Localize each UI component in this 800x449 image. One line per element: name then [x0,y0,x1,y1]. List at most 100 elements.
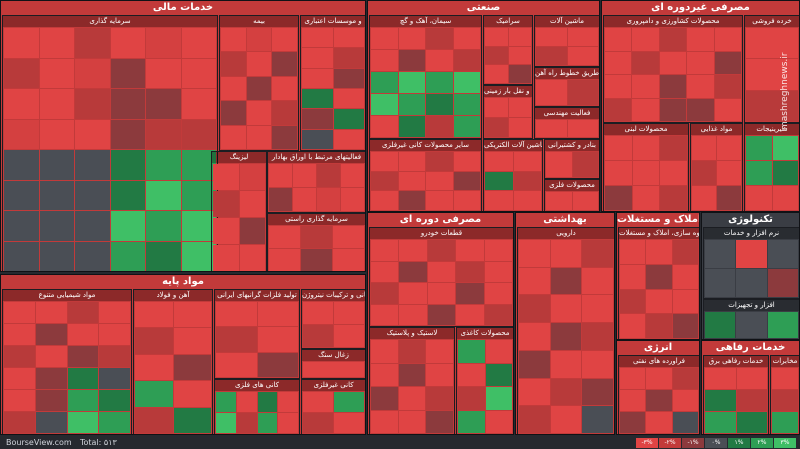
stock-tile[interactable] [736,240,767,268]
stock-tile[interactable] [371,116,398,137]
stock-tile[interactable] [181,28,216,58]
stock-tile[interactable] [146,89,181,119]
subsector-plastic[interactable]: لاستیک و پلاستیک [369,327,455,434]
stock-tile[interactable] [333,249,364,271]
stock-tile[interactable] [333,109,364,129]
stock-tile[interactable] [333,28,364,48]
stock-tile[interactable] [246,101,272,125]
stock-tile[interactable] [173,407,211,433]
subsector-mining[interactable]: کانی و ترکیبات نیتروژن [301,289,365,349]
subsector-hardware[interactable]: افزار و تجهیزات [703,299,799,339]
stock-tile[interactable] [632,186,660,210]
stock-tile[interactable] [672,240,698,264]
stock-tile[interactable] [620,412,646,433]
stock-tile[interactable] [246,76,272,101]
subsector-nonmetal[interactable]: سایر محصولات کانی غیرفلزی [369,139,482,211]
stock-tile[interactable] [75,28,110,58]
sector-cyclical-consumer[interactable]: مصرفی دوره ای قطعات خودرو لاستیک و پلاست… [367,212,514,435]
stock-tile[interactable] [772,412,798,433]
stock-tile[interactable] [181,241,216,271]
stock-tile[interactable] [567,47,598,65]
stock-tile[interactable] [519,295,550,323]
stock-tile[interactable] [4,368,35,389]
stock-tile[interactable] [399,240,427,261]
stock-tile[interactable] [458,410,485,433]
stock-tile[interactable] [398,340,426,363]
subsector-refinery[interactable]: فراورده های نفتی [618,355,699,434]
stock-tile[interactable] [398,191,425,210]
stock-tile[interactable] [582,267,613,295]
stock-tile[interactable] [246,28,272,52]
stock-tile[interactable] [257,302,298,327]
stock-tile[interactable] [135,354,173,381]
stock-tile[interactable] [4,346,35,367]
stock-tile[interactable] [582,323,613,350]
stock-tile[interactable] [302,68,333,88]
stock-tile[interactable] [146,150,181,180]
stock-tile[interactable] [714,75,741,98]
stock-tile[interactable] [67,390,99,411]
stock-tile[interactable] [75,119,110,149]
stock-tile[interactable] [303,413,333,433]
stock-tile[interactable] [221,52,246,76]
stock-tile[interactable] [216,413,236,433]
stock-tile[interactable] [672,390,698,411]
stock-tile[interactable] [620,368,646,389]
stock-tile[interactable] [660,136,687,160]
stock-tile[interactable] [453,50,480,71]
stock-tile[interactable] [426,116,453,137]
stock-tile[interactable] [303,302,333,324]
stock-tile[interactable] [317,164,340,187]
subsector-telecom[interactable]: مخابرات [770,355,799,434]
subsector-chemicals[interactable]: مواد شیمیایی متنوع [2,289,132,434]
subsector-holding[interactable]: سرمایه گذاری راستی [267,213,365,271]
stock-tile[interactable] [269,249,300,271]
stock-tile[interactable] [687,28,714,51]
subsector-transport[interactable]: حمل و نقل بار زمینی [483,85,533,139]
stock-tile[interactable] [4,390,35,411]
stock-tile[interactable] [767,240,798,268]
stock-tile[interactable] [687,75,714,98]
sector-energy[interactable]: انرژی فراورده های نفتی [616,340,700,435]
stock-tile[interactable] [508,65,531,83]
stock-tile[interactable] [605,75,632,98]
stock-tile[interactable] [213,218,239,244]
stock-tile[interactable] [334,325,364,347]
stock-tile[interactable] [302,48,333,68]
stock-tile[interactable] [746,59,798,90]
subsector-leasing[interactable]: لیزینگ [211,151,267,271]
sector-technology[interactable]: تکنولوژی نرم افزار و خدمات افزار و تجهیز… [701,212,800,340]
stock-tile[interactable] [485,46,508,65]
subsector-paper[interactable]: محصولات کاغذی [456,327,513,434]
stock-tile[interactable] [213,191,239,217]
stock-tile[interactable] [672,368,698,389]
stock-tile[interactable] [536,28,567,46]
stock-tile[interactable] [269,164,292,187]
stock-tile[interactable] [736,312,767,338]
stock-tile[interactable] [302,129,333,149]
stock-tile[interactable] [146,241,181,271]
stock-tile[interactable] [75,211,110,241]
stock-tile[interactable] [426,72,453,93]
stock-tile[interactable] [508,118,531,137]
stock-tile[interactable] [646,390,672,411]
stock-tile[interactable] [398,171,425,191]
stock-tile[interactable] [75,180,110,210]
stock-tile[interactable] [772,136,798,160]
sector-real-estate[interactable]: املاک و مستغلات انبوه سازی، املاک و مستغ… [616,212,700,340]
stock-tile[interactable] [398,387,426,410]
stock-tile[interactable] [519,406,550,433]
sector-financial[interactable]: خدمات مالی سرمایه گذاری بیمه و موسسات اع… [0,0,366,272]
stock-tile[interactable] [620,240,646,264]
stock-tile[interactable] [687,98,714,121]
stock-tile[interactable] [646,289,672,314]
stock-tile[interactable] [173,302,211,328]
stock-tile[interactable] [216,352,257,377]
stock-tile[interactable] [303,362,364,377]
stock-tile[interactable] [550,267,582,295]
stock-tile[interactable] [632,161,660,185]
stock-tile[interactable] [333,89,364,109]
stock-tile[interactable] [371,28,398,49]
stock-tile[interactable] [427,240,456,261]
stock-tile[interactable] [456,304,484,325]
